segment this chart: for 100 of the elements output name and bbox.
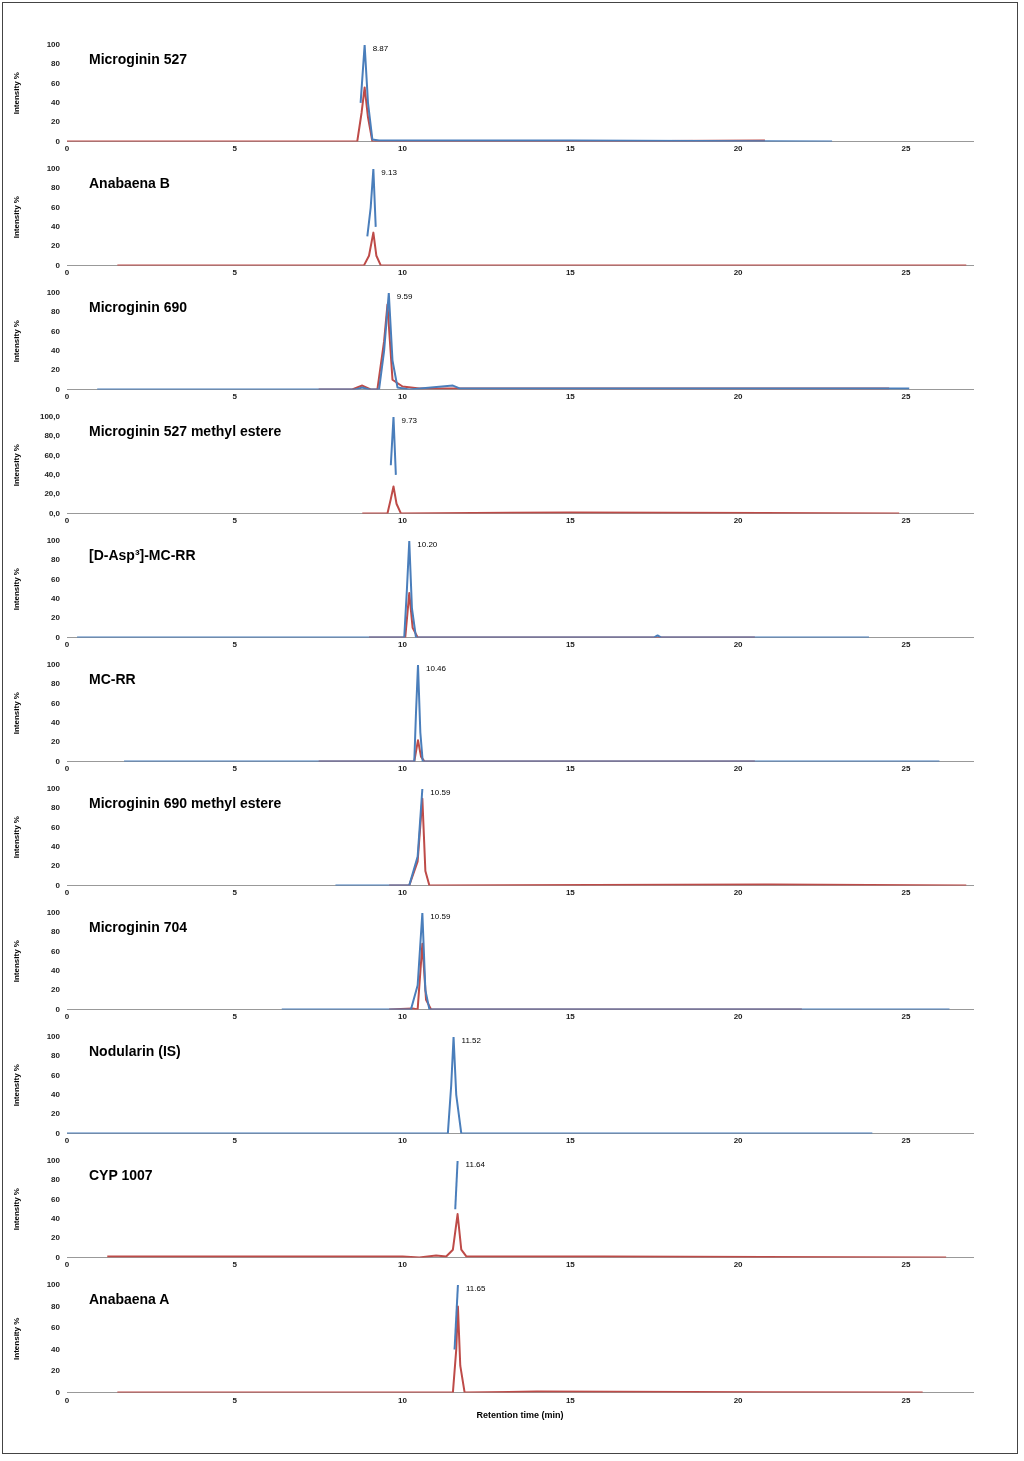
y-axis-title: Intensity %	[12, 1317, 21, 1360]
x-tick-label: 15	[565, 516, 576, 526]
y-tick-label: 0,0	[48, 508, 61, 518]
y-tick-label: 80	[51, 1051, 61, 1061]
y-tick-label: 100	[46, 1156, 61, 1166]
annotation: 9.59	[396, 292, 413, 302]
y-tick-label: 80	[51, 679, 61, 689]
y-tick-label: 100	[46, 1032, 61, 1042]
x-tick-label: 25	[901, 516, 911, 526]
x-tick-label: 0	[64, 268, 70, 278]
y-tick-label: 80	[51, 1175, 61, 1185]
annotation: 10.59	[430, 788, 451, 798]
x-tick-label: 25	[901, 888, 911, 898]
x-tick-label: 25	[901, 1395, 911, 1405]
x-tick-label: 10	[398, 1012, 408, 1022]
text: CYP 1007	[89, 1166, 153, 1183]
y-axis-title: Intensity %	[12, 940, 21, 983]
y-axis-title: Intensity %	[12, 72, 21, 115]
x-tick-label: 5	[232, 268, 238, 278]
annotation: 8.87	[372, 44, 389, 54]
y-tick-label: 40	[51, 718, 61, 728]
x-tick-label: 15	[565, 144, 576, 154]
x-tick-label: 0	[64, 1260, 70, 1270]
y-tick-label: 0	[55, 632, 61, 642]
x-tick-label: 20	[733, 888, 744, 898]
x-tick-label: 20	[733, 1136, 744, 1146]
y-tick-label: 20	[51, 737, 61, 747]
y-tick-label: 100	[46, 660, 61, 670]
x-tick-label: 5	[232, 144, 238, 154]
y-tick-label: 0	[55, 1128, 61, 1138]
x-tick-label: 15	[565, 1012, 576, 1022]
x-tick-label: 10	[398, 1260, 408, 1270]
x-tick-label: 10	[398, 516, 408, 526]
x-tick-label: 15	[565, 268, 576, 278]
annotation: 9.13	[381, 168, 398, 178]
x-tick-label: 20	[733, 1260, 744, 1270]
text: Nodularin (IS)	[89, 1042, 181, 1059]
text: MC-RR	[89, 670, 136, 687]
y-axis-title: Intensity %	[12, 1064, 21, 1107]
y-tick-label: 80	[51, 1301, 61, 1311]
y-tick-label: 40	[51, 842, 61, 852]
y-tick-label: 60	[51, 698, 61, 708]
y-tick-label: 80,0	[44, 431, 61, 441]
y-tick-label: 80	[51, 555, 61, 565]
y-tick-label: 40,0	[44, 470, 61, 480]
y-tick-label: 60	[51, 1323, 61, 1333]
y-tick-label: 80	[51, 183, 61, 193]
y-axis-title: Intensity %	[12, 1188, 21, 1231]
x-tick-label: 20	[733, 764, 744, 774]
y-tick-label: 60,0	[44, 450, 61, 460]
text: Microginin 704	[89, 918, 188, 935]
y-tick-label: 40	[51, 1344, 61, 1354]
y-tick-label: 100	[46, 164, 61, 174]
y-tick-label: 100,0	[39, 412, 61, 422]
y-tick-label: 60	[51, 574, 61, 584]
y-tick-label: 0	[55, 1387, 61, 1397]
x-tick-label: 10	[398, 268, 408, 278]
x-tick-label: 5	[232, 888, 238, 898]
y-tick-label: 0	[55, 1252, 61, 1262]
x-tick-label: 25	[901, 1260, 911, 1270]
x-tick-label: 5	[232, 1136, 238, 1146]
y-tick-label: 20	[51, 1366, 61, 1376]
y-tick-label: 60	[51, 946, 61, 956]
text: Microginin 527	[89, 50, 188, 67]
x-tick-label: 20	[733, 268, 744, 278]
x-tick-label: 5	[232, 516, 238, 526]
x-tick-label: 5	[232, 392, 238, 402]
x-tick-label: 10	[398, 144, 408, 154]
y-tick-label: 60	[51, 78, 61, 88]
y-tick-label: 40	[51, 1090, 61, 1100]
y-tick-label: 0	[55, 384, 61, 394]
x-tick-label: 25	[901, 392, 911, 402]
x-tick-label: 15	[565, 764, 576, 774]
x-tick-label: 25	[901, 1136, 911, 1146]
x-tick-label: 0	[64, 516, 70, 526]
x-tick-label: 15	[565, 392, 576, 402]
x-tick-label: 10	[398, 640, 408, 650]
y-tick-label: 40	[51, 346, 61, 356]
y-tick-label: 0	[55, 880, 61, 890]
x-tick-label: 15	[565, 1136, 576, 1146]
x-tick-label: 25	[901, 1012, 911, 1022]
annotation: 10.46	[425, 664, 447, 674]
x-tick-label: 0	[64, 764, 70, 774]
x-tick-label: 25	[901, 268, 911, 278]
y-tick-label: 80	[51, 803, 61, 813]
y-tick-label: 40	[51, 594, 61, 604]
x-tick-label: 0	[64, 392, 70, 402]
x-tick-label: 15	[565, 888, 576, 898]
x-tick-label: 0	[64, 1012, 70, 1022]
x-tick-label: 5	[232, 764, 238, 774]
x-axis-title: Retention time (min)	[476, 1410, 564, 1421]
y-tick-label: 100	[46, 288, 61, 298]
text: [D-Asp³]-MC-RR	[89, 546, 196, 563]
x-tick-label: 0	[64, 144, 70, 154]
y-tick-label: 100	[46, 1280, 61, 1290]
x-tick-label: 10	[398, 1136, 408, 1146]
x-tick-label: 0	[64, 888, 70, 898]
y-tick-label: 20	[51, 985, 61, 995]
y-tick-label: 40	[51, 222, 61, 232]
x-tick-label: 25	[901, 144, 911, 154]
